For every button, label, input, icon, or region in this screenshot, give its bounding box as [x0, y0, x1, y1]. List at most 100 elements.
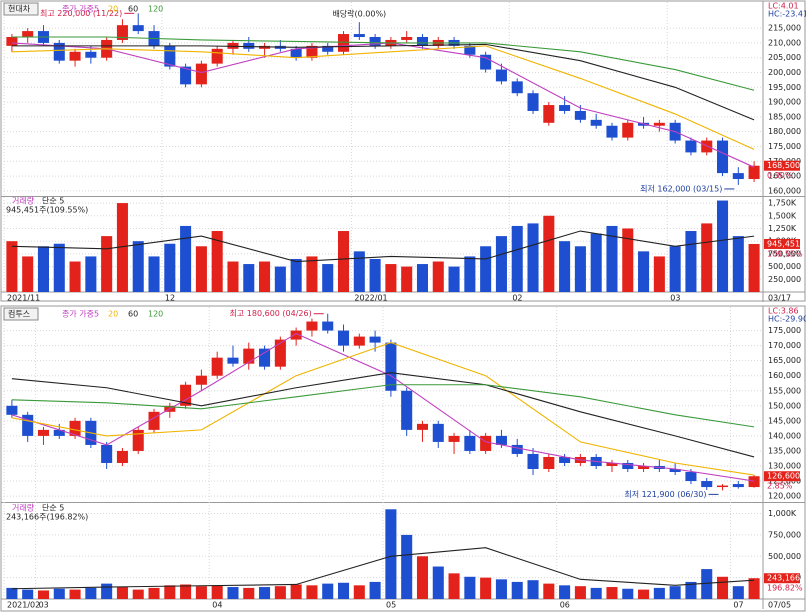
y-tick-label: 200,000 — [768, 68, 801, 77]
volume-bar — [716, 576, 729, 599]
volume-bar — [732, 586, 744, 599]
volume-bar — [274, 586, 286, 599]
candle-body — [353, 34, 365, 37]
candle-body — [116, 25, 128, 40]
volume-bar — [132, 241, 144, 292]
x-tick-label: 07 — [733, 601, 743, 610]
candle-body — [132, 25, 144, 32]
candle-body — [353, 336, 365, 346]
volume-bar — [685, 581, 697, 599]
moving-average-line — [11, 332, 755, 482]
candle-body — [337, 34, 350, 52]
candle-body — [322, 45, 334, 52]
candle-body — [732, 173, 744, 180]
volume-bar — [448, 266, 460, 292]
candle-body — [195, 63, 207, 85]
stock-title: 현대차 — [8, 5, 31, 14]
volume-bar — [416, 556, 429, 599]
x-tick-label: 03 — [670, 294, 680, 303]
volume-bar — [211, 231, 223, 292]
candle-body — [69, 51, 81, 61]
candle-body — [385, 342, 397, 391]
volume-bar — [259, 261, 271, 292]
volume-bar — [164, 243, 176, 292]
legend-entry: 120 — [148, 310, 163, 319]
candle-body — [180, 384, 192, 406]
price-badge — [764, 471, 800, 482]
candle-body — [37, 429, 50, 436]
candle-body — [606, 462, 618, 466]
y-tick-label: 185,000 — [768, 112, 801, 121]
volume-bar — [101, 583, 113, 599]
y-tick-label: 175,000 — [768, 142, 801, 151]
volume-bar — [259, 587, 271, 599]
volume-bar — [606, 225, 618, 292]
candle-body — [732, 484, 744, 488]
volume-bar — [306, 256, 318, 292]
title-box — [3, 2, 39, 16]
volume-bar — [53, 588, 65, 599]
volume-bar — [464, 256, 476, 292]
x-tick-label: 03 — [39, 601, 49, 610]
volume-bar — [69, 589, 81, 599]
volume-bar — [401, 534, 413, 599]
candle-body — [511, 81, 523, 94]
candle-body — [69, 420, 81, 436]
candle-body — [416, 423, 429, 430]
volume-bar — [369, 581, 381, 599]
volume-bar — [432, 566, 444, 599]
volume-bar — [574, 246, 586, 292]
x-tick-label: 02 — [512, 294, 522, 303]
moving-average-line — [11, 384, 755, 428]
volume-change-label: 196.82% — [767, 584, 803, 593]
volume-bar — [480, 246, 492, 292]
lc-label: LC:4.01 — [768, 2, 799, 11]
volume-bar — [353, 585, 365, 599]
volume-bar — [195, 586, 207, 599]
candle-body — [574, 110, 586, 120]
moving-average-line — [11, 43, 755, 121]
y-tick-label: 250,000 — [768, 275, 801, 284]
volume-bar — [638, 251, 650, 292]
volume-bar — [322, 264, 334, 292]
volume-label: 거래량 — [12, 196, 35, 206]
volume-bar — [416, 264, 429, 292]
candle-body — [495, 69, 507, 82]
candle-body — [322, 321, 334, 331]
candle-body — [527, 93, 539, 111]
volume-bar — [22, 589, 34, 599]
volume-bar — [385, 509, 397, 599]
volume-bar — [353, 251, 365, 292]
x-tick-label: 12 — [165, 294, 175, 303]
candle-body — [227, 357, 239, 364]
y-tick-label: 150,000 — [768, 401, 801, 410]
volume-bar — [148, 587, 160, 599]
y-tick-label: 1,750K — [768, 199, 797, 208]
volume-summary: 945,451주(109.55%) — [6, 206, 88, 215]
candle-body — [716, 140, 729, 174]
candle-body — [274, 339, 286, 367]
volume-badge-label: 945,451 — [767, 239, 800, 248]
candle-body — [211, 357, 223, 376]
candle-body — [701, 481, 713, 488]
stock-title: 컴투스 — [8, 310, 30, 319]
volume-label: 거래량 — [12, 503, 35, 513]
volume-bar — [85, 587, 97, 599]
candle-body — [85, 51, 97, 58]
y-tick-label: 140,000 — [768, 431, 801, 440]
y-tick-label: 165,000 — [768, 356, 801, 365]
y-tick-label: 175,000 — [768, 326, 801, 335]
volume-bar — [290, 584, 302, 599]
y-tick-label: 1,250K — [768, 224, 797, 233]
volume-bar — [653, 587, 665, 599]
price-badge — [764, 160, 800, 171]
y-tick-label: 1,500K — [768, 211, 797, 220]
volume-ma-label: 단순 5 — [42, 196, 64, 206]
y-tick-label: 135,000 — [768, 446, 801, 455]
volume-bar — [701, 223, 713, 292]
volume-bar — [401, 266, 413, 292]
volume-bar — [69, 261, 81, 292]
y-tick-label: 180,000 — [768, 127, 801, 136]
volume-badge — [764, 573, 800, 584]
volume-bar — [511, 581, 523, 599]
